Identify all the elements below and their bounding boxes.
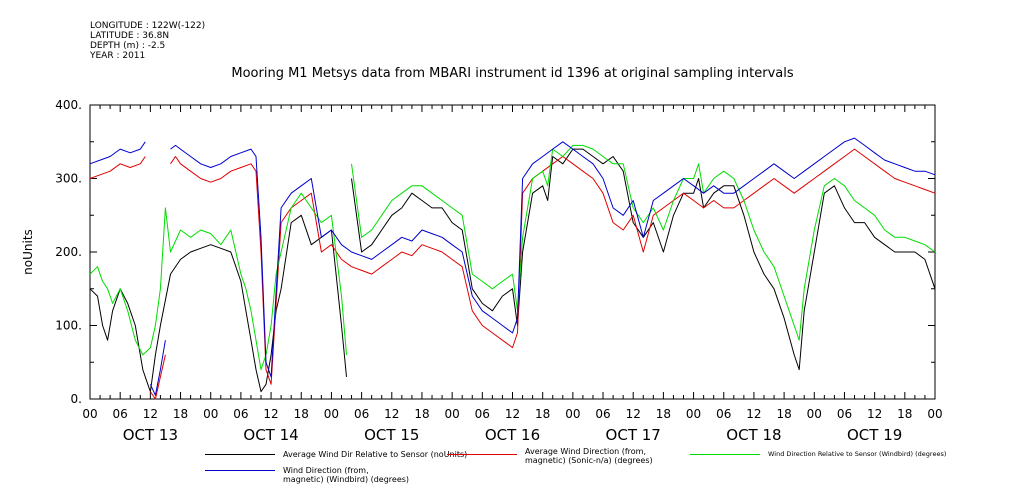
- depth-label: DEPTH (m) : -2.5: [90, 41, 166, 51]
- chart-title: Mooring M1 Metsys data from MBARI instru…: [231, 66, 794, 81]
- x-tick-label: 06: [716, 407, 731, 421]
- plot-frame: [89, 104, 936, 400]
- longitude-label: LONGITUDE : 122W(-122): [90, 21, 206, 31]
- x-tick-label: 00: [82, 407, 97, 421]
- legend-label: Wind Direction Relative to Sensor (Windb…: [768, 450, 947, 458]
- x-tick-label: 12: [263, 407, 278, 421]
- x-day-label: OCT 13: [123, 426, 178, 444]
- legend-swatch-green: [690, 454, 760, 455]
- x-tick-label: 18: [294, 407, 309, 421]
- x-tick-label: 18: [535, 407, 550, 421]
- legend-swatch-blue: [205, 470, 275, 471]
- x-tick-label: 12: [505, 407, 520, 421]
- x-tick-label: 12: [384, 407, 399, 421]
- x-tick-label: 00: [807, 407, 822, 421]
- x-tick-label: 12: [867, 407, 882, 421]
- x-tick-label: 18: [656, 407, 671, 421]
- y-tick-label: 200.: [55, 245, 82, 259]
- axis-ticks: 00 06 12 18 00 06 12 18 00 06 12 18 00 06 12 18 00 06 12 18…: [55, 98, 942, 444]
- y-tick-label: 100.: [55, 319, 82, 333]
- x-tick-label: 18: [173, 407, 188, 421]
- x-tick-label: 06: [475, 407, 490, 421]
- x-tick-label: 06: [837, 407, 852, 421]
- series-lines: [89, 137, 936, 400]
- x-tick-label: 18: [414, 407, 429, 421]
- x-day-label: OCT 19: [847, 426, 902, 444]
- legend-swatch-black: [205, 454, 275, 455]
- x-tick-label: 18: [776, 407, 791, 421]
- x-tick-label: 00: [686, 407, 701, 421]
- legend-swatch-red: [447, 454, 517, 455]
- legend-label: Average Wind Direction (from, magnetic) …: [525, 447, 653, 465]
- x-day-label: OCT 16: [485, 426, 540, 444]
- x-day-label: OCT 17: [606, 426, 661, 444]
- x-day-label: OCT 18: [726, 426, 781, 444]
- x-tick-label: 06: [233, 407, 248, 421]
- x-day-label: OCT 14: [243, 426, 298, 444]
- x-tick-label: 06: [113, 407, 128, 421]
- year-label: YEAR : 2011: [90, 51, 146, 61]
- y-tick-label: 400.: [55, 98, 82, 112]
- x-tick-label: 00: [927, 407, 942, 421]
- x-day-label: OCT 15: [364, 426, 419, 444]
- series-line-0: [89, 148, 936, 393]
- latitude-label: LATITUDE : 36.8N: [90, 31, 170, 41]
- legend-label: Wind Direction (from, magnetic) (Windbir…: [283, 466, 410, 484]
- x-tick-label: 18: [897, 407, 912, 421]
- x-tick-label: 12: [626, 407, 641, 421]
- x-tick-label: 06: [595, 407, 610, 421]
- x-tick-label: 00: [565, 407, 580, 421]
- x-tick-label: 06: [354, 407, 369, 421]
- x-tick-label: 00: [324, 407, 339, 421]
- y-tick-label: 0.: [71, 392, 82, 406]
- y-tick-label: 300.: [55, 172, 82, 186]
- x-tick-label: 00: [203, 407, 218, 421]
- x-tick-label: 12: [143, 407, 158, 421]
- series-line-2: [89, 144, 936, 371]
- series-line-3: [89, 137, 936, 396]
- x-tick-label: 00: [445, 407, 460, 421]
- x-tick-label: 12: [746, 407, 761, 421]
